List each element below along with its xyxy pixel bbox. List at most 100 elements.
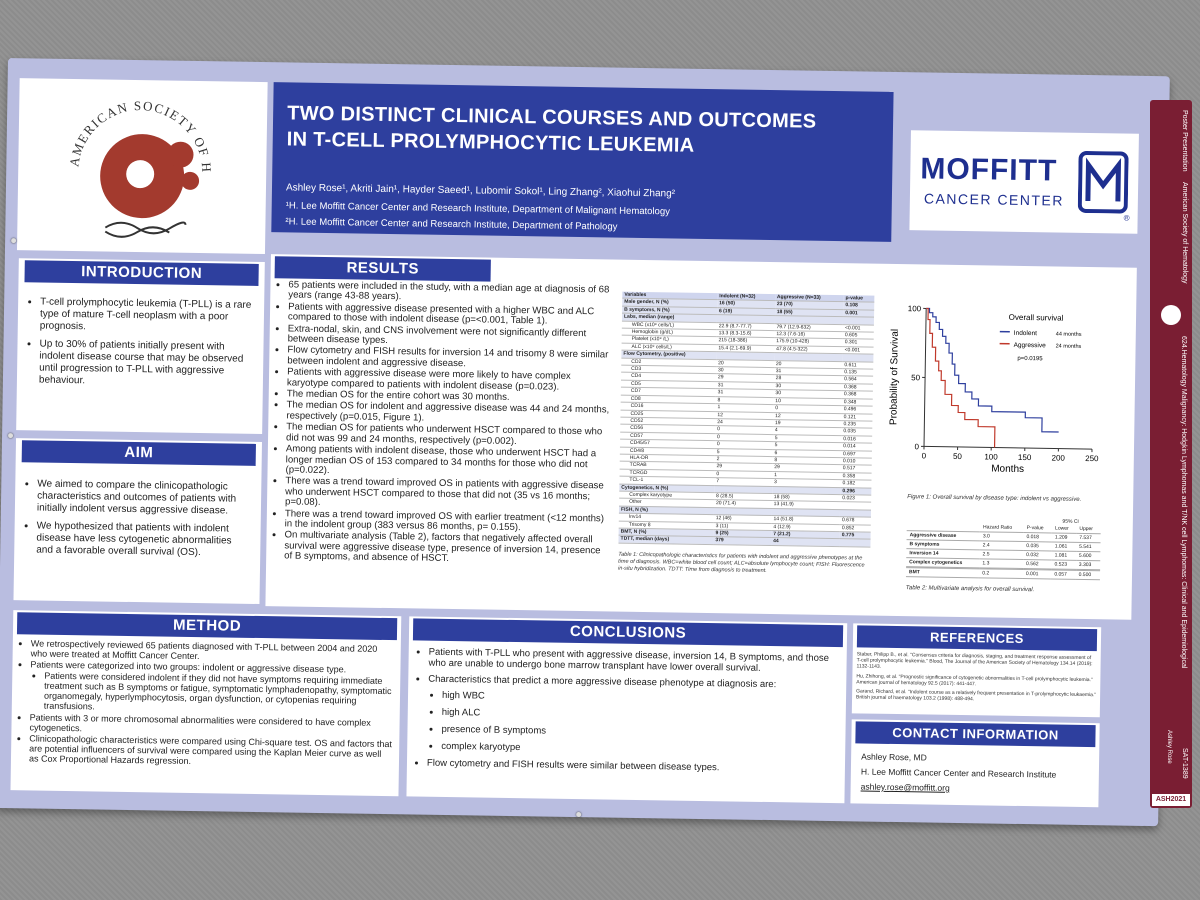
ash-logo: AMERICAN SOCIETY OF HEMATOLOGY (12, 66, 216, 238)
table2-row: BMT 0.2 0.001 0.057 0.500 (905, 567, 1101, 580)
table2-cell: 0.562 (1022, 559, 1052, 569)
table2-cell: 0.001 (1022, 569, 1052, 579)
affiliation-1: ¹H. Lee Moffitt Cancer Center and Resear… (285, 200, 671, 218)
conclusions-lead: Patients with T-PLL who present with agg… (428, 647, 838, 675)
figure1-caption: Figure 1: Overall survival by disease ty… (907, 494, 1082, 503)
reference-item: Staber, Philipp B., et al. "Consensus cr… (856, 651, 1093, 671)
table2-cell: 0.057 (1051, 569, 1076, 580)
results-bullet: Among patients with indolent disease, th… (285, 444, 609, 481)
title-banner: TWO DISTINCT CLINICAL COURSES AND OUTCOM… (271, 82, 894, 242)
km-x-axis (924, 445, 1092, 450)
conclusions-item: high WBC (442, 690, 838, 707)
moffitt-logo-sub: CANCER CENTER (923, 190, 1065, 209)
reference-item: Hu, Zhihong, et al. "Prognostic signific… (856, 673, 1093, 688)
km-y-label: Probability of Survival (888, 329, 901, 425)
table1-caption: Table 1: Clinicopathologic characteristi… (618, 551, 865, 574)
conclusions-item: presence of B symptoms (441, 724, 837, 741)
km-legend-name: Aggressive (1014, 342, 1047, 350)
table2-cell: 5.600 (1075, 551, 1101, 561)
km-pvalue-annotation: p=0.0195 (1017, 356, 1043, 362)
conclusions-body: Patients with T-PLL who present with agg… (413, 646, 839, 781)
conclusions-heading: CONCLUSIONS (412, 618, 844, 648)
km-legend-label: 44 months (1056, 331, 1082, 337)
table1-cell: <0.001 (842, 346, 874, 355)
table1-cell: TDTT, median (days) (618, 535, 714, 545)
table2-cell: 1.061 (1051, 541, 1077, 552)
moffitt-logo-panel: MOFFITT CANCER CENTER ® (909, 130, 1139, 234)
table2-cell: 1.3 (979, 558, 1024, 569)
side-strip-session: 624.Hematology Malignancy: Hodgkin Lymph… (1180, 336, 1187, 669)
table2-cell: 5.541 (1076, 542, 1101, 552)
poster: AMERICAN SOCIETY OF HEMATOLOGY TWO DISTI… (0, 58, 1170, 827)
table2-cell: 2.5 (979, 549, 1024, 560)
results-heading: RESULTS (274, 256, 491, 282)
table1-cell: 44 (771, 537, 840, 547)
moffitt-logo-name: MOFFITT (920, 152, 1058, 188)
side-strip-code: SAT-1389 (1181, 748, 1188, 779)
table2-cell: 2.4 (979, 540, 1024, 551)
km-y-tick-label: 100 (908, 304, 922, 313)
conclusions-item: complex karyotype (441, 741, 837, 758)
introduction-body: T-cell prolymphocytic leukemia (T-PLL) i… (25, 296, 252, 396)
table2-header-cell: Hazard Ratio (979, 523, 1024, 533)
table1-cell: 15.4 (2.1-69.9) (716, 344, 775, 353)
km-series-aggressive (926, 307, 996, 448)
table2-cell: 0.018 (1023, 532, 1052, 542)
reference-item: Garand, Richard, et al. "Indolent course… (856, 688, 1097, 703)
poster-title-line-2: IN T-CELL PROLYMPHOCYTIC LEUKEMIA (286, 128, 695, 157)
contact-email[interactable]: ashley.rose@moffitt.org (860, 781, 950, 793)
table2-header-cell: P-value (1023, 524, 1053, 533)
authors: Ashley Rose¹, Akriti Jain¹, Hayder Saeed… (285, 182, 676, 200)
km-x-tick-label: 50 (953, 452, 963, 461)
km-x-tick-label: 150 (1018, 453, 1032, 462)
table2-cell: 0.035 (1023, 541, 1052, 551)
km-y-tick-label: 50 (911, 373, 921, 382)
table2-cell: 0.500 (1075, 570, 1101, 580)
aim-bullet: We aimed to compare the clinicopathologi… (37, 479, 250, 518)
km-legend-label: 24 months (1056, 343, 1082, 349)
introduction-bullet: T-cell prolymphocytic leukemia (T-PLL) i… (40, 297, 253, 336)
km-x-tick-label: 200 (1051, 453, 1065, 462)
side-strip-author: Ashley Rose (1166, 730, 1172, 764)
aim-section: AIM We aimed to compare the clinicopatho… (13, 438, 262, 605)
affiliation-2: ²H. Lee Moffitt Cancer Center and Resear… (285, 216, 618, 233)
moffitt-registered-mark: ® (1123, 213, 1130, 223)
table2-cell: 1.081 (1051, 550, 1077, 561)
table2-cell: 3.0 (979, 531, 1024, 542)
results-bullet: On multivariate analysis (Table 2), fact… (284, 530, 608, 567)
results-body: 65 patients were included in the study, … (270, 279, 612, 568)
table1-header-cell: p-value (843, 295, 875, 303)
table2-wrap: 95% CI Hazard Ratio P-value Lower Upper Aggr… (906, 516, 1101, 594)
km-y-tick-label: 0 (914, 442, 919, 451)
method-heading: METHOD (16, 612, 398, 641)
table2-header-cell: Upper (1076, 524, 1101, 534)
introduction-bullet: Up to 30% of patients initially present … (39, 339, 252, 390)
references-body: Staber, Philipp B., et al. "Consensus cr… (856, 651, 1097, 704)
method-body: We retrospectively reviewed 65 patients … (15, 638, 395, 770)
side-strip-badge: ASH2021 (1152, 794, 1190, 806)
table1-cell: <0.001 (842, 324, 874, 333)
method-section: METHOD We retrospectively reviewed 65 pa… (10, 610, 402, 797)
side-strip-top: Poster Presentation (1181, 110, 1188, 172)
method-bullet: Clinicopathologic characteristics were c… (29, 733, 393, 769)
references-heading: REFERENCES (856, 625, 1098, 652)
ash-dna-icon (104, 221, 187, 235)
method-sub-bullet: Patients were considered indolent if the… (44, 671, 395, 716)
table2-cell: 0.032 (1023, 550, 1052, 560)
introduction-section: INTRODUCTION T-cell prolymphocytic leuke… (16, 258, 265, 435)
results-section: RESULTS 65 patients were included in the… (265, 254, 1137, 620)
aim-heading: AIM (21, 440, 256, 466)
table1: Variables Indolent (N=32) Aggressive (N=33… (618, 291, 875, 548)
aim-body: We aimed to compare the clinicopathologi… (22, 478, 249, 566)
table2-cell: Aggressive disease (906, 530, 980, 541)
table1-cell (839, 539, 871, 547)
table2-cell: 7.537 (1076, 533, 1101, 543)
thumbtack-icon (8, 433, 14, 439)
table2-cell: 1.209 (1051, 532, 1077, 543)
thumbtack-icon (576, 812, 582, 818)
conclusions-section: CONCLUSIONS Patients with T-PLL who pres… (406, 616, 848, 804)
km-title: Overall survival (1009, 313, 1064, 323)
km-survival-chart: 0 50 100 150 200 250 0 50 100 Months Probability o… (888, 304, 1099, 475)
km-x-label: Months (991, 463, 1024, 475)
side-strip-logo-icon (1161, 305, 1181, 325)
